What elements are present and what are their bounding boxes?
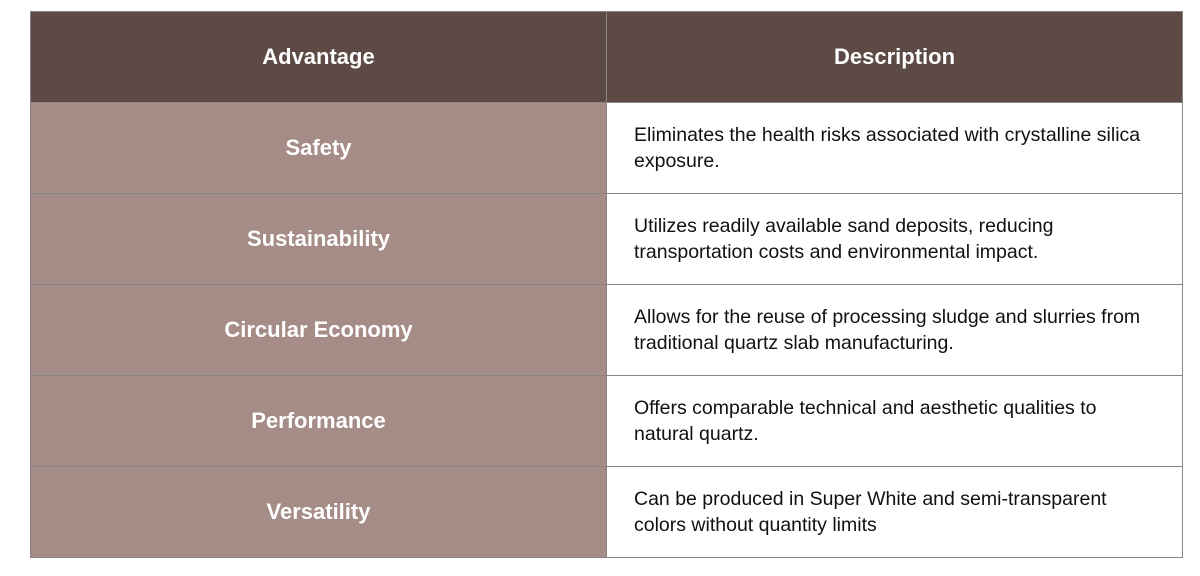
table-row: Safety Eliminates the health risks associ…: [30, 102, 1183, 194]
table-header: Advantage Description: [30, 11, 1183, 103]
advantage-cell: Performance: [30, 375, 607, 467]
header-cell: Description: [606, 11, 1183, 103]
advantage-cell: Versatility: [30, 466, 607, 558]
table-row: Sustainability Utilizes readily available…: [30, 193, 1183, 285]
description-cell: Utilizes readily available sand deposits…: [606, 193, 1183, 285]
header-row: Advantage Description: [30, 11, 1183, 103]
table-body: Safety Eliminates the health risks associ…: [30, 102, 1183, 558]
advantage-cell: Sustainability: [30, 193, 607, 285]
description-cell: Allows for the reuse of processing sludg…: [606, 284, 1183, 376]
table-row: Versatility Can be produced in Super Whit…: [30, 466, 1183, 558]
header-cell: Advantage: [30, 11, 607, 103]
description-cell: Can be produced in Super White and semi-…: [606, 466, 1183, 558]
advantage-cell: Circular Economy: [30, 284, 607, 376]
table-row: Circular Economy Allows for the reuse of …: [30, 284, 1183, 376]
description-cell: Offers comparable technical and aestheti…: [606, 375, 1183, 467]
table-row: Performance Offers comparable technical a…: [30, 375, 1183, 467]
advantage-cell: Safety: [30, 102, 607, 194]
description-cell: Eliminates the health risks associated w…: [606, 102, 1183, 194]
advantages-table: Advantage Description Safety Eliminates t…: [30, 11, 1183, 558]
